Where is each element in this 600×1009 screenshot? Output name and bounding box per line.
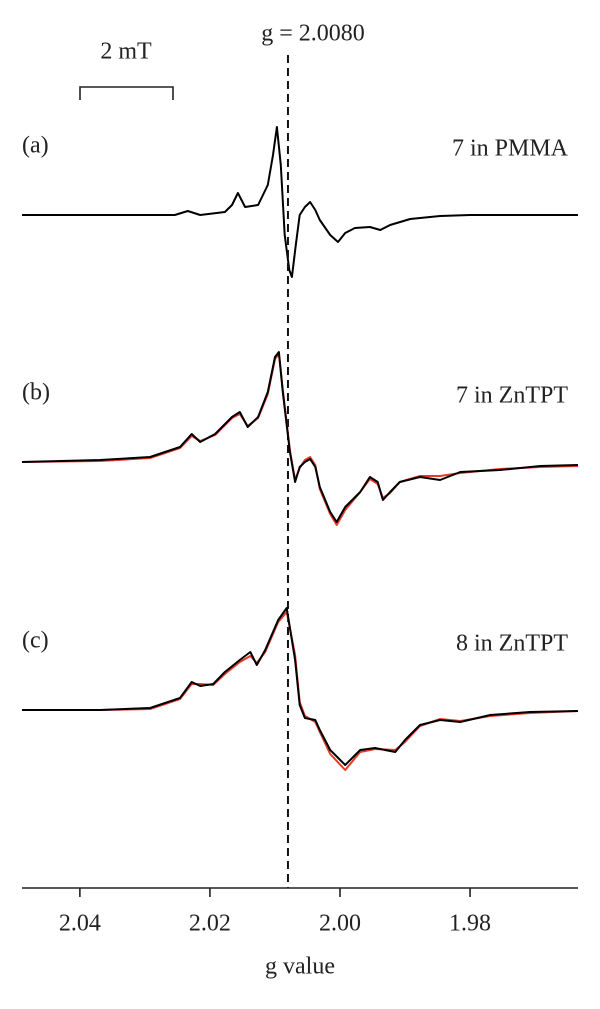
reference-label: g = 2.0080	[261, 21, 365, 47]
panel-label: (c)	[22, 628, 49, 654]
panel-label: (b)	[22, 380, 50, 406]
panel-annotation: 8 in ZnTPT	[456, 631, 568, 657]
panel-annotation: 7 in ZnTPT	[456, 383, 568, 409]
scale-bar-label: 2 mT	[100, 39, 152, 65]
panel-label: (a)	[22, 133, 49, 159]
x-tick-label: 2.02	[189, 911, 231, 937]
spectrum-line	[21, 353, 579, 526]
panel-annotation: 7 in PMMA	[452, 136, 569, 162]
spectrum-line	[22, 607, 579, 766]
x-axis-label: g value	[265, 954, 335, 980]
spectrum-line	[22, 126, 578, 278]
spectrum-line	[21, 351, 579, 523]
scale-bar	[79, 86, 174, 100]
x-tick-label: 1.98	[449, 911, 491, 937]
x-tick-label: 2.04	[59, 911, 101, 937]
x-tick-label: 2.00	[319, 911, 361, 937]
